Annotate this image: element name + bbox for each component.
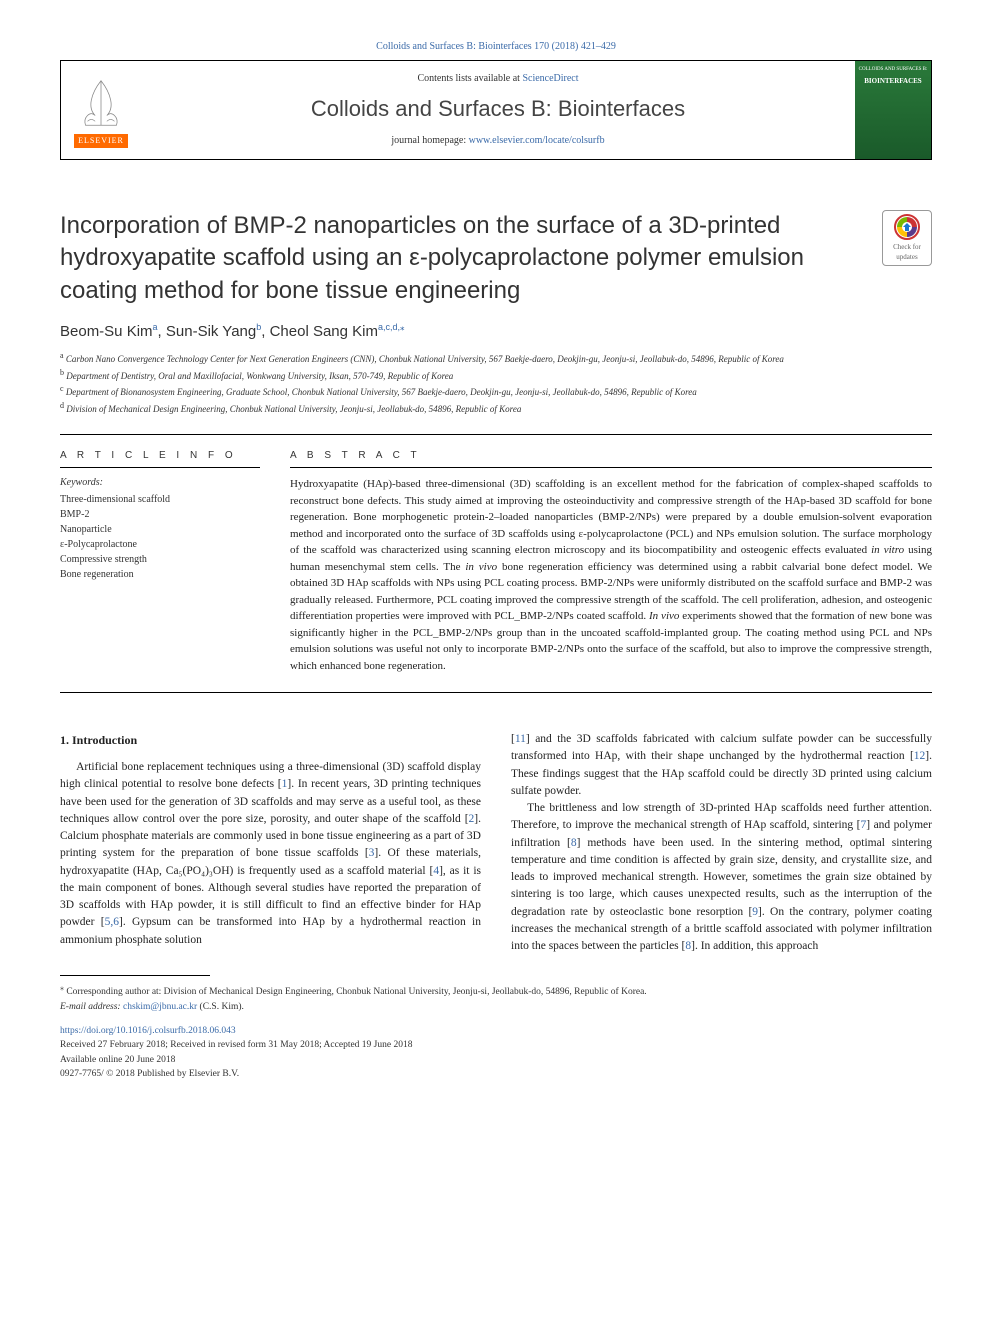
affiliation-a: a Carbon Nano Convergence Technology Cen… — [60, 350, 932, 367]
contents-line: Contents lists available at ScienceDirec… — [417, 72, 578, 86]
homepage-link[interactable]: www.elsevier.com/locate/colsurfb — [469, 135, 605, 146]
elsevier-tree-icon — [71, 72, 131, 132]
doi-block: https://doi.org/10.1016/j.colsurfb.2018.… — [60, 1024, 932, 1081]
keywords-label: Keywords: — [60, 476, 260, 490]
keyword-item: Nanoparticle — [60, 522, 260, 537]
abstract-label: A B S T R A C T — [290, 449, 932, 463]
author-2-sup: b — [256, 322, 261, 332]
copyright-line: 0927-7765/ © 2018 Published by Elsevier … — [60, 1069, 239, 1079]
aff-sup-b: b — [60, 368, 64, 377]
keyword-item: Bone regeneration — [60, 567, 260, 582]
check-updates-icon — [893, 213, 921, 241]
contents-prefix: Contents lists available at — [417, 73, 522, 84]
homepage-prefix: journal homepage: — [391, 135, 468, 146]
intro-paragraph-left: Artificial bone replacement techniques u… — [60, 759, 481, 949]
rule-above-meta — [60, 434, 932, 435]
abstract-text: Hydroxyapatite (HAp)-based three-dimensi… — [290, 476, 932, 674]
article-title: Incorporation of BMP-2 nanoparticles on … — [60, 210, 862, 307]
header-center: Contents lists available at ScienceDirec… — [141, 61, 855, 159]
corresponding-author: ⁎ Corresponding author at: Division of M… — [60, 982, 932, 1014]
intro-paragraph-right-2: The brittleness and low strength of 3D-p… — [511, 800, 932, 955]
body-column-left: 1. Introduction Artificial bone replacem… — [60, 731, 481, 955]
keywords-list: Three-dimensional scaffold BMP-2 Nanopar… — [60, 492, 260, 582]
homepage-line: journal homepage: www.elsevier.com/locat… — [391, 134, 604, 148]
abstract-block: A B S T R A C T Hydroxyapatite (HAp)-bas… — [290, 449, 932, 674]
aff-sup-a: a — [60, 351, 64, 360]
aff-sup-c: c — [60, 384, 64, 393]
footer: ⁎ Corresponding author at: Division of M… — [0, 965, 992, 1111]
intro-paragraph-right-1: [11] and the 3D scaffolds fabricated wit… — [511, 731, 932, 800]
authors-line: Beom-Su Kima, Sun-Sik Yangb, Cheol Sang … — [0, 317, 992, 350]
aff-text-b: Department of Dentistry, Oral and Maxill… — [66, 371, 453, 381]
check-updates-label: Check for updates — [883, 243, 931, 263]
journal-cover-thumbnail: COLLOIDS AND SURFACES B: BIOINTERFACES — [855, 61, 931, 159]
keyword-item: Three-dimensional scaffold — [60, 492, 260, 507]
author-3-sup: a,c,d,⁎ — [378, 322, 405, 332]
intro-heading: 1. Introduction — [60, 731, 481, 749]
affiliation-d: d Division of Mechanical Design Engineer… — [60, 400, 932, 417]
aff-text-a: Carbon Nano Convergence Technology Cente… — [66, 354, 784, 364]
corresp-marker: ⁎ — [60, 983, 64, 992]
article-info-label: A R T I C L E I N F O — [60, 449, 260, 463]
author-1: Beom-Su Kim — [60, 323, 153, 340]
check-updates-badge[interactable]: Check for updates — [882, 210, 932, 266]
author-1-sup: a — [153, 322, 158, 332]
keyword-item: BMP-2 — [60, 507, 260, 522]
affiliation-c: c Department of Bionanosystem Engineerin… — [60, 383, 932, 400]
header-bar: ELSEVIER Contents lists available at Sci… — [60, 60, 932, 160]
body-column-right: [11] and the 3D scaffolds fabricated wit… — [511, 731, 932, 955]
rule-below-meta — [60, 692, 932, 693]
affiliation-b: b Department of Dentistry, Oral and Maxi… — [60, 367, 932, 384]
email-link[interactable]: chskim@jbnu.ac.kr — [123, 1002, 197, 1012]
elsevier-logo: ELSEVIER — [61, 61, 141, 159]
sciencedirect-link[interactable]: ScienceDirect — [522, 73, 578, 84]
author-2: Sun-Sik Yang — [166, 323, 256, 340]
email-suffix: (C.S. Kim). — [197, 1002, 244, 1012]
header-citation: Colloids and Surfaces B: Biointerfaces 1… — [60, 40, 932, 54]
elsevier-label: ELSEVIER — [74, 134, 128, 147]
journal-name: Colloids and Surfaces B: Biointerfaces — [311, 94, 685, 125]
available-line: Available online 20 June 2018 — [60, 1055, 175, 1065]
aff-sup-d: d — [60, 401, 64, 410]
email-label: E-mail address: — [60, 1002, 123, 1012]
aff-text-c: Department of Bionanosystem Engineering,… — [66, 387, 697, 397]
received-line: Received 27 February 2018; Received in r… — [60, 1040, 412, 1050]
doi-link[interactable]: https://doi.org/10.1016/j.colsurfb.2018.… — [60, 1026, 236, 1036]
cover-top-text: COLLOIDS AND SURFACES B: — [859, 67, 928, 73]
article-info-block: A R T I C L E I N F O Keywords: Three-di… — [60, 449, 260, 674]
cover-title-text: BIOINTERFACES — [864, 77, 921, 87]
corresp-text: Corresponding author at: Division of Mec… — [66, 988, 646, 998]
aff-text-d: Division of Mechanical Design Engineerin… — [66, 404, 521, 414]
keyword-item: ε-Polycaprolactone — [60, 537, 260, 552]
keyword-item: Compressive strength — [60, 552, 260, 567]
author-3: Cheol Sang Kim — [270, 323, 378, 340]
affiliations: a Carbon Nano Convergence Technology Cen… — [0, 350, 992, 426]
